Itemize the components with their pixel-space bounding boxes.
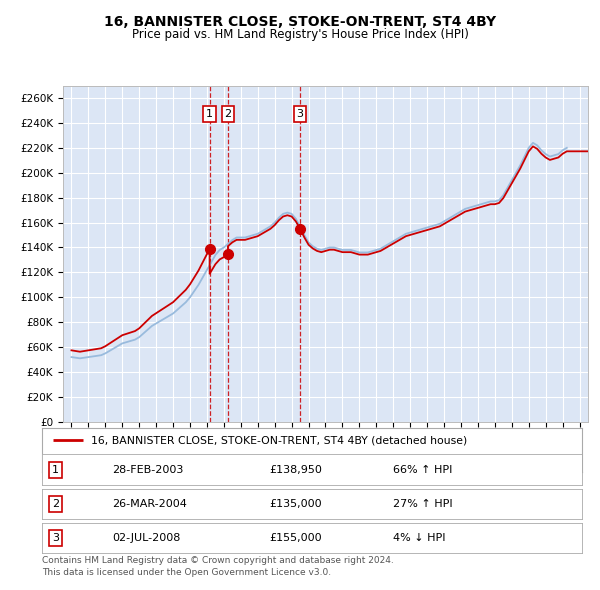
Text: 2: 2 (52, 499, 59, 509)
Text: 4% ↓ HPI: 4% ↓ HPI (393, 533, 445, 543)
Text: HPI: Average price, detached house, Stoke-on-Trent: HPI: Average price, detached house, Stok… (91, 456, 371, 466)
Text: 66% ↑ HPI: 66% ↑ HPI (393, 465, 452, 474)
Text: £135,000: £135,000 (269, 499, 322, 509)
Text: £138,950: £138,950 (269, 465, 322, 474)
Text: 3: 3 (52, 533, 59, 543)
Text: 3: 3 (296, 109, 304, 119)
Text: 27% ↑ HPI: 27% ↑ HPI (393, 499, 452, 509)
Text: 02-JUL-2008: 02-JUL-2008 (112, 533, 181, 543)
Text: This data is licensed under the Open Government Licence v3.0.: This data is licensed under the Open Gov… (42, 568, 331, 576)
Text: 28-FEB-2003: 28-FEB-2003 (112, 465, 184, 474)
Text: 1: 1 (206, 109, 213, 119)
Text: Contains HM Land Registry data © Crown copyright and database right 2024.: Contains HM Land Registry data © Crown c… (42, 556, 394, 565)
Text: £155,000: £155,000 (269, 533, 322, 543)
Text: 2: 2 (224, 109, 232, 119)
Text: 16, BANNISTER CLOSE, STOKE-ON-TRENT, ST4 4BY: 16, BANNISTER CLOSE, STOKE-ON-TRENT, ST4… (104, 15, 496, 29)
Text: Price paid vs. HM Land Registry's House Price Index (HPI): Price paid vs. HM Land Registry's House … (131, 28, 469, 41)
Text: 16, BANNISTER CLOSE, STOKE-ON-TRENT, ST4 4BY (detached house): 16, BANNISTER CLOSE, STOKE-ON-TRENT, ST4… (91, 435, 467, 445)
Text: 1: 1 (52, 465, 59, 474)
Text: 26-MAR-2004: 26-MAR-2004 (112, 499, 187, 509)
